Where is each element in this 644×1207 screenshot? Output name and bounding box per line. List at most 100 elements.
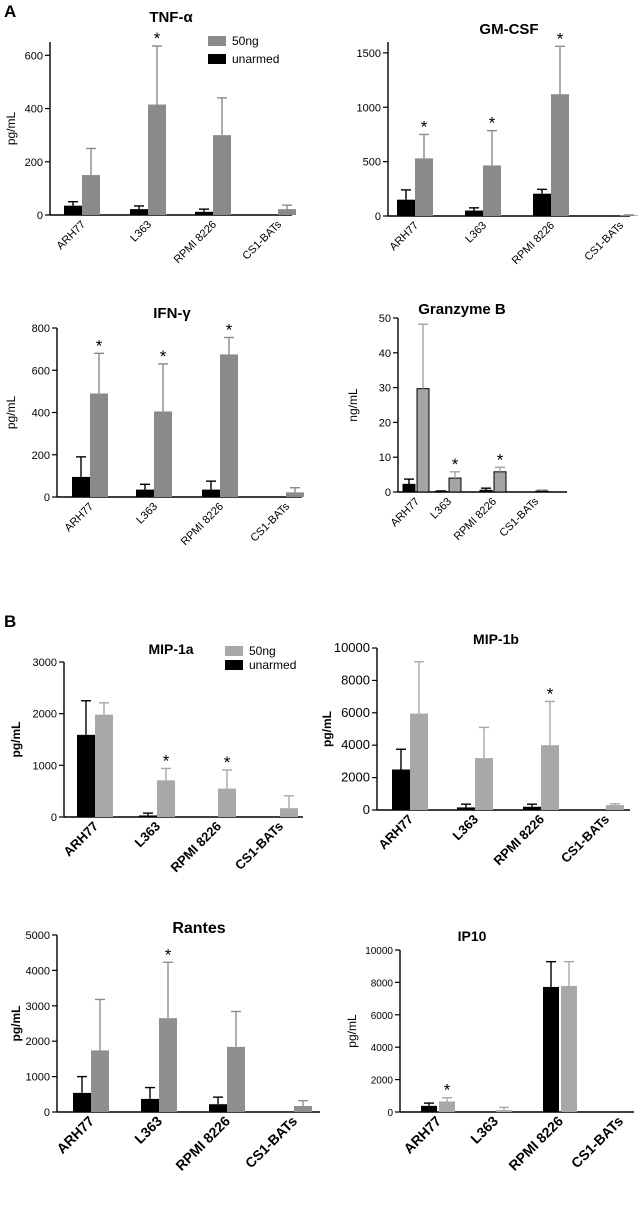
y-tick-label: 40	[379, 348, 391, 360]
chart-tnf: TNF-α 0 200 400 600 pg/mL * ARH77 L363 RPMI 8226 C…	[4, 9, 296, 266]
chart-title: GM-CSF	[479, 21, 538, 38]
bar-50ng	[483, 165, 501, 216]
x-tick-label: L363	[131, 1113, 165, 1147]
x-tick-label: RPMI 8226	[179, 501, 226, 548]
y-tick-label: 0	[385, 487, 391, 499]
y-tick-label: 0	[363, 802, 370, 817]
bar-50ng	[541, 745, 559, 810]
x-tick-label: L363	[428, 496, 454, 522]
x-tick-label: CS1-BATs	[248, 500, 292, 544]
y-tick-label: 1000	[26, 1072, 50, 1084]
chart-ifng: IFN-γ 0 200 400 600 800 pg/mL * * * ARH77 L363 RPMI …	[4, 305, 304, 548]
bar-unarmed	[73, 1092, 91, 1112]
panel-label-b: B	[4, 612, 17, 631]
bar-50ng	[493, 471, 507, 493]
bar-50ng	[154, 411, 172, 497]
bar-unarmed	[72, 476, 90, 497]
y-tick-label: 1000	[33, 760, 57, 772]
x-tick-label: ARH77	[53, 1113, 97, 1157]
significance-star: *	[165, 945, 172, 964]
significance-star: *	[547, 684, 554, 703]
bar-50ng	[475, 758, 493, 810]
legend-label: 50ng	[232, 34, 259, 48]
bar-unarmed	[64, 205, 82, 215]
y-tick-label: 0	[44, 492, 50, 504]
x-tick-label: CS1-BATs	[568, 1113, 626, 1171]
y-tick-label: 10000	[365, 946, 393, 957]
y-axis-label: pg/mL	[9, 1006, 23, 1042]
chart-title: IP10	[458, 928, 487, 944]
bar-unarmed	[136, 489, 154, 497]
y-tick-label: 30	[379, 383, 391, 395]
bar-50ng	[439, 1101, 455, 1112]
y-tick-label: 2000	[26, 1036, 50, 1048]
y-tick-label: 0	[387, 1108, 393, 1119]
bar-unarmed	[195, 211, 213, 215]
bar-unarmed	[543, 986, 559, 1112]
significance-star: *	[452, 455, 459, 474]
x-tick-label: RPMI 8226	[168, 819, 225, 876]
y-tick-label: 2000	[371, 1076, 394, 1087]
y-tick-label: 4000	[371, 1043, 394, 1054]
significance-star: *	[96, 336, 103, 355]
chart-rantes: Rantes 0 1000 2000 3000 4000 5000 pg/mL * ARH77 L3…	[9, 920, 320, 1174]
x-tick-label: RPMI 8226	[505, 1113, 566, 1174]
chart-title: TNF-α	[149, 9, 193, 26]
bar-unarmed	[465, 210, 483, 216]
y-tick-label: 600	[32, 365, 50, 377]
y-tick-label: 200	[32, 450, 50, 462]
x-tick-label: L363	[134, 501, 160, 527]
x-tick-label: CS1-BATs	[582, 219, 626, 263]
significance-star: *	[421, 117, 428, 136]
bar-50ng	[278, 209, 296, 215]
bar-50ng	[213, 135, 231, 215]
bar-50ng	[82, 175, 100, 215]
chart-title: MIP-1b	[473, 631, 519, 647]
y-axis-label: pg/mL	[4, 112, 18, 146]
y-tick-label: 400	[25, 104, 43, 116]
chart-mip1a: MIP-1a 0 1000 2000 3000 pg/mL * * ARH77 L363 RPMI …	[9, 641, 303, 875]
legend-label: unarmed	[232, 52, 279, 66]
x-tick-label: CS1-BATs	[558, 812, 612, 866]
bar-50ng	[227, 1046, 245, 1112]
y-tick-label: 2000	[33, 709, 57, 721]
y-tick-label: 1000	[357, 102, 381, 114]
significance-star: *	[497, 450, 504, 469]
significance-star: *	[154, 29, 161, 48]
x-tick-label: ARH77	[375, 812, 416, 853]
x-tick-label: RPMI 8226	[452, 496, 499, 543]
y-tick-label: 6000	[371, 1011, 394, 1022]
bar-50ng	[218, 788, 236, 817]
significance-star: *	[224, 753, 231, 772]
legend-label: 50ng	[249, 644, 276, 658]
y-tick-label: 800	[32, 323, 50, 335]
y-tick-label: 0	[44, 1107, 50, 1119]
y-tick-label: 10000	[334, 640, 370, 655]
bar-unarmed	[533, 193, 551, 216]
bar-50ng	[91, 1050, 109, 1112]
x-tick-label: L363	[463, 220, 489, 246]
significance-star: *	[557, 29, 564, 48]
bar-50ng	[294, 1105, 312, 1112]
chart-title: Granzyme B	[418, 301, 506, 318]
bar-50ng	[415, 158, 433, 216]
x-tick-label: CS1-BATs	[242, 1113, 300, 1171]
panel-label-a: A	[4, 2, 17, 21]
bar-50ng	[220, 354, 238, 497]
x-tick-label: L363	[450, 812, 482, 844]
x-tick-label: ARH77	[388, 220, 422, 254]
chart-mip1b: MIP-1b 0 2000 4000 6000 8000 10000 pg/mL * ARH77 L…	[320, 631, 630, 868]
y-axis-label: pg/mL	[9, 722, 23, 758]
bar-50ng	[448, 477, 462, 493]
bar-unarmed	[202, 489, 220, 497]
legend-swatch	[208, 36, 226, 46]
x-tick-label: ARH77	[63, 501, 97, 535]
x-tick-label: CS1-BATs	[497, 495, 541, 539]
bar-50ng	[606, 805, 624, 810]
bar-unarmed	[392, 769, 410, 810]
y-tick-label: 4000	[341, 737, 370, 752]
bar-unarmed	[130, 209, 148, 215]
bar-50ng	[286, 492, 304, 497]
